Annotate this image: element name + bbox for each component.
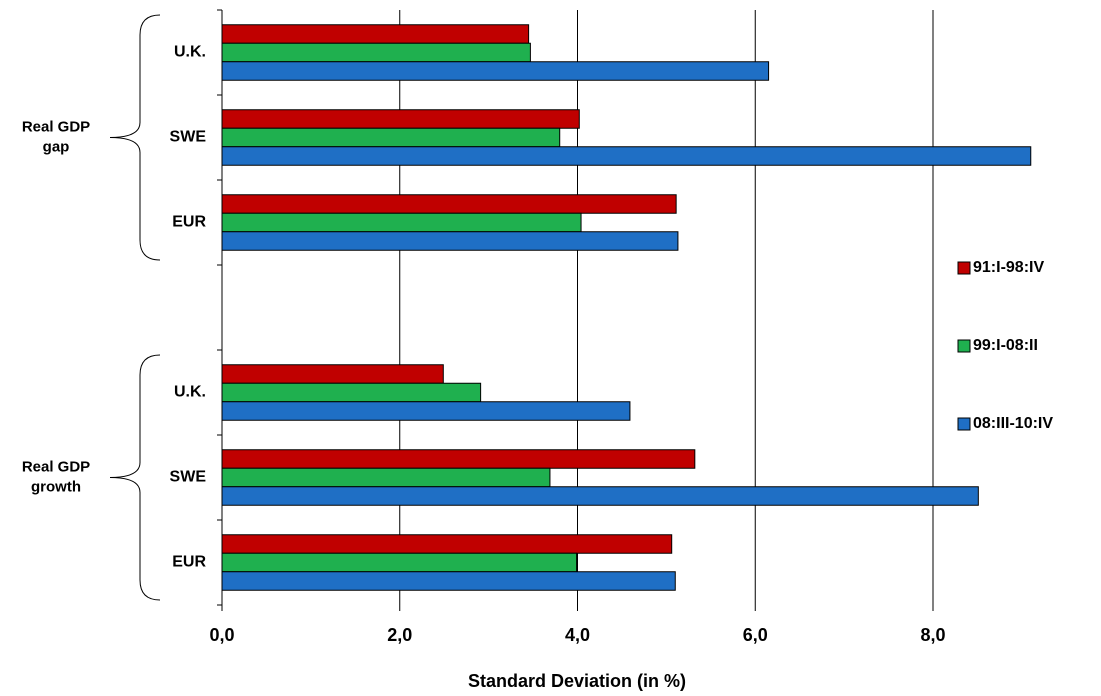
bar [221,194,677,214]
bar [221,534,673,554]
y-tick-label: EUR [172,214,206,231]
y-tick-label: U.K. [174,384,206,401]
bar [221,127,561,148]
bar [221,231,679,251]
legend-swatch [957,339,971,353]
legend-swatch [957,261,971,275]
bar [221,571,676,591]
legend-label: 91:I-98:IV [973,259,1044,276]
bar [221,364,444,384]
bar [221,109,580,129]
bar [221,382,482,403]
bar [221,467,551,488]
legend-label: 99:I-08:II [973,337,1038,354]
x-tick-label: 6,0 [743,625,768,645]
x-tick-label: 4,0 [565,625,590,645]
bar [221,146,1032,166]
group-label: Real GDP [22,118,90,135]
bar [221,42,531,63]
x-tick-label: 8,0 [920,625,945,645]
group-label: gap [43,138,70,155]
y-tick-label: EUR [172,554,206,571]
bar [221,552,578,573]
legend-swatch [957,417,971,431]
x-tick-label: 0,0 [209,625,234,645]
group-brace [109,354,161,601]
x-tick-label: 2,0 [387,625,412,645]
x-axis-title: Standard Deviation (in %) [468,671,686,691]
y-tick-label: U.K. [174,44,206,61]
group-label: growth [31,478,81,495]
legend-label: 08:III-10:IV [973,415,1053,432]
bar [221,401,631,421]
bar [221,449,696,469]
bar [221,486,979,506]
group-brace [109,14,161,261]
bar [221,212,582,233]
y-tick-label: SWE [170,129,207,146]
bar [221,61,770,81]
group-label: Real GDP [22,458,90,475]
bar [221,24,530,44]
y-tick-label: SWE [170,469,207,486]
